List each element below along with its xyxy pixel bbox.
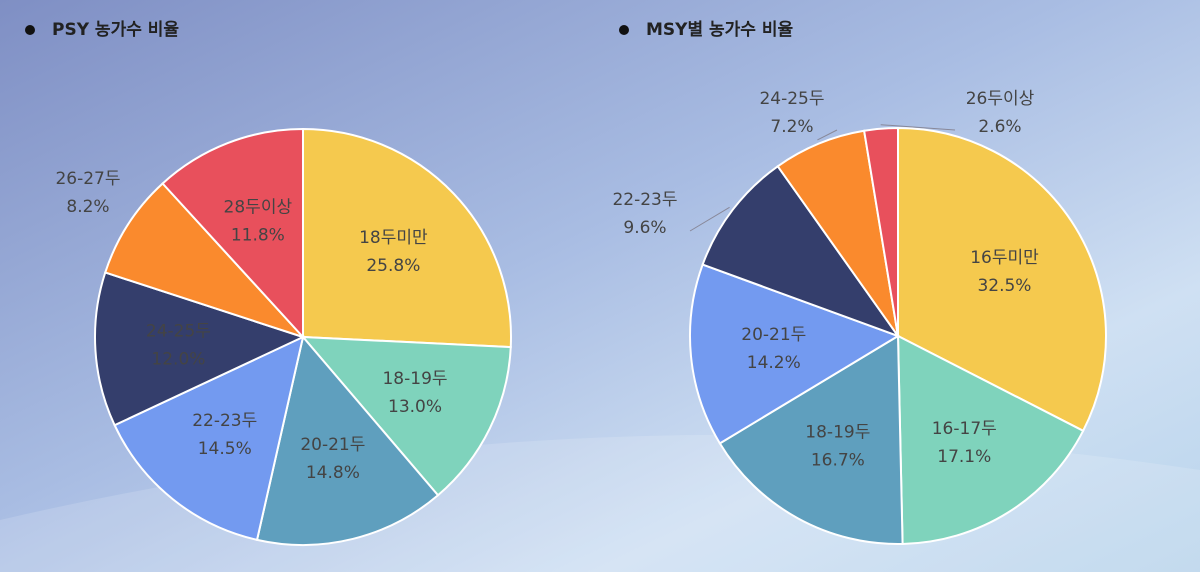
slice-label: 22-23두 [612, 190, 677, 210]
pie-slice [161, 127, 304, 340]
slice-label: 16두미만 [970, 248, 1039, 268]
pie-slice [689, 263, 901, 445]
title-bullet [25, 25, 35, 35]
pie-slice [300, 335, 512, 497]
pie-slice [896, 334, 1085, 545]
leader-line [689, 206, 730, 232]
slice-label: 24-25두 [759, 89, 824, 109]
slice-value-label: 14.2% [747, 353, 801, 373]
chart-title: PSY 농가수 비율 [52, 20, 179, 40]
slice-value-label: 8.2% [66, 197, 109, 217]
slice-label: 18두미만 [359, 228, 428, 248]
slice-label: 28두이상 [224, 198, 293, 218]
slice-label: 22-23두 [192, 411, 257, 431]
pie-slice [113, 335, 305, 542]
pie-slice [103, 182, 307, 340]
leader-line [817, 129, 838, 141]
pie-slice [897, 126, 1107, 433]
slice-value-label: 16.7% [811, 450, 865, 470]
slice-value-label: 7.2% [770, 117, 813, 137]
pie-slice [255, 334, 440, 546]
slice-value-label: 14.8% [306, 463, 360, 483]
slice-value-label: 9.6% [623, 218, 666, 238]
chart-title: MSY별 농가수 비율 [646, 20, 794, 40]
slice-value-label: 17.1% [937, 447, 991, 467]
slice-label: 16-17두 [932, 419, 997, 439]
title-bullet [619, 25, 629, 35]
pie-slice [701, 164, 901, 339]
pie-slice [718, 334, 904, 545]
slice-label: 18-19두 [382, 369, 447, 389]
leader-line [880, 124, 956, 131]
pie-slice [94, 271, 306, 427]
slice-label: 20-21두 [741, 325, 806, 345]
pie-slice [862, 126, 899, 337]
slice-value-label: 11.8% [231, 226, 285, 246]
slice-label: 26-27두 [55, 169, 120, 189]
slice-value-label: 2.6% [978, 117, 1021, 137]
slice-label: 24-25두 [146, 322, 211, 342]
slice-label: 20-21두 [300, 435, 365, 455]
slice-value-label: 12.0% [151, 350, 205, 370]
slice-label: 26두이상 [966, 89, 1035, 109]
slice-value-label: 25.8% [366, 256, 420, 276]
slice-value-label: 32.5% [977, 276, 1031, 296]
slice-value-label: 14.5% [198, 439, 252, 459]
slice-value-label: 13.0% [388, 397, 442, 417]
pie-slice [302, 127, 512, 349]
slice-label: 18-19두 [805, 422, 870, 442]
